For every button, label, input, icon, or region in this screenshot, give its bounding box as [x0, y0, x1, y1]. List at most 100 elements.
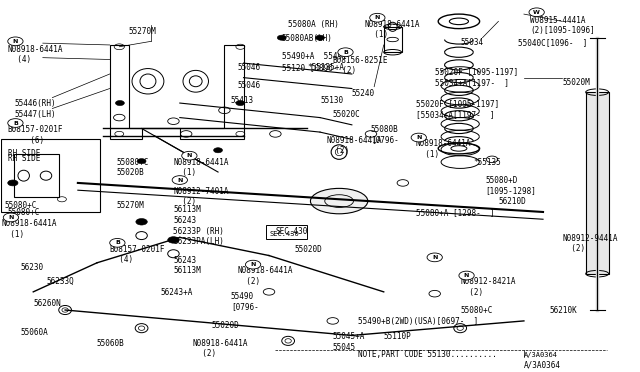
Text: 56260N: 56260N	[33, 299, 61, 308]
Text: B08156-8251E
  (2): B08156-8251E (2)	[333, 56, 388, 75]
Text: 56113M: 56113M	[173, 205, 201, 214]
Circle shape	[338, 48, 353, 57]
Text: 55020M: 55020M	[562, 78, 590, 87]
Circle shape	[246, 260, 260, 269]
Text: 56113M: 56113M	[173, 266, 201, 275]
Text: B08157-0201F: B08157-0201F	[8, 125, 63, 134]
Text: N: N	[374, 15, 380, 20]
Bar	[586, 92, 609, 274]
Text: N08912-9441A
  (2): N08912-9441A (2)	[562, 234, 618, 253]
Text: N: N	[187, 153, 192, 158]
Text: N08918-6441A
  (4): N08918-6441A (4)	[8, 45, 63, 64]
Text: (6): (6)	[20, 136, 44, 145]
Circle shape	[316, 35, 324, 40]
Circle shape	[182, 151, 197, 160]
Circle shape	[236, 100, 245, 106]
Circle shape	[277, 35, 286, 40]
Circle shape	[459, 271, 474, 280]
Text: 55130: 55130	[320, 96, 343, 105]
Text: 55045+A: 55045+A	[333, 332, 365, 341]
Text: N: N	[250, 262, 256, 267]
Text: W: W	[533, 10, 540, 15]
Circle shape	[8, 119, 23, 127]
Text: 55020F [1095-1197]: 55020F [1095-1197]	[435, 67, 518, 76]
Text: 55080+D
[1095-1298]: 55080+D [1095-1298]	[486, 176, 536, 195]
Text: 55270M: 55270M	[116, 201, 144, 210]
Text: 55034: 55034	[460, 38, 483, 47]
Text: 55020D: 55020D	[212, 321, 239, 330]
Text: N08918-6441A
  (2): N08918-6441A (2)	[193, 339, 248, 359]
Text: N08918-6441A
  (2): N08918-6441A (2)	[326, 136, 382, 155]
Text: 56233PA(LH): 56233PA(LH)	[173, 237, 224, 246]
Text: 55046: 55046	[237, 63, 260, 72]
Circle shape	[370, 13, 385, 22]
Circle shape	[8, 180, 18, 186]
Text: N08918-6441A
  (1): N08918-6441A (1)	[173, 157, 229, 177]
Text: A/3A0364: A/3A0364	[524, 352, 558, 358]
Text: 55034+A[1197-  ]: 55034+A[1197- ]	[435, 78, 509, 87]
Circle shape	[137, 158, 146, 164]
Text: N08918-6441A
  (2): N08918-6441A (2)	[237, 266, 292, 286]
Text: [55034+A[1197-  ]: [55034+A[1197- ]	[415, 110, 494, 119]
Circle shape	[411, 133, 426, 142]
Text: 55080+C: 55080+C	[4, 201, 37, 210]
Text: 55060A: 55060A	[20, 328, 48, 337]
Text: 55040C[1096-  ]: 55040C[1096- ]	[518, 38, 587, 47]
Text: N: N	[416, 135, 422, 140]
Text: 55110P: 55110P	[384, 332, 412, 341]
Text: 55080+C: 55080+C	[8, 208, 40, 217]
Text: RH SIDE: RH SIDE	[8, 149, 40, 158]
Circle shape	[136, 218, 147, 225]
Circle shape	[8, 37, 23, 46]
Text: 55045: 55045	[333, 343, 356, 352]
Bar	[1, 140, 100, 212]
Text: 55240: 55240	[352, 89, 375, 97]
Text: N: N	[13, 39, 18, 44]
Text: 55080+A [1298-  ]: 55080+A [1298- ]	[415, 208, 494, 217]
Text: A/3A0364: A/3A0364	[524, 361, 561, 370]
Text: 55490
[0796-: 55490 [0796-	[231, 292, 259, 311]
Circle shape	[427, 253, 442, 262]
Text: W08915-4441A
(2)[1095-1096]: W08915-4441A (2)[1095-1096]	[531, 16, 595, 35]
Text: 56210K: 56210K	[549, 307, 577, 315]
Text: 55270M: 55270M	[129, 27, 157, 36]
Text: 56243: 56243	[173, 216, 196, 225]
Text: 56233Q: 56233Q	[46, 278, 74, 286]
Text: 55080+C: 55080+C	[116, 157, 148, 167]
Text: N: N	[432, 255, 437, 260]
Ellipse shape	[310, 188, 368, 214]
Text: 56243: 56243	[173, 256, 196, 264]
Text: N08912-8421A
  (2): N08912-8421A (2)	[460, 278, 516, 297]
Text: 55060B: 55060B	[97, 339, 125, 348]
Circle shape	[214, 148, 223, 153]
Text: 55120 [0896-: 55120 [0896-	[282, 63, 337, 72]
Text: 55020F [1095-1197]: 55020F [1095-1197]	[415, 99, 499, 108]
Text: B: B	[115, 240, 120, 246]
Text: 55020D: 55020D	[294, 245, 323, 254]
Text: B08157-0201F
  (4): B08157-0201F (4)	[109, 245, 165, 264]
Text: 55446(RH): 55446(RH)	[14, 99, 56, 108]
Text: 55020B: 55020B	[116, 169, 144, 177]
Text: RH SIDE: RH SIDE	[8, 154, 40, 163]
Text: 55080A (RH): 55080A (RH)	[288, 20, 339, 29]
Bar	[384, 27, 401, 52]
Text: B: B	[343, 50, 348, 55]
Circle shape	[109, 238, 125, 247]
Text: 56230: 56230	[20, 263, 44, 272]
Text: N08918-6441A
  (1): N08918-6441A (1)	[1, 219, 57, 239]
Text: 55490+B(2WD)(USA)[0697-  ]: 55490+B(2WD)(USA)[0697- ]	[358, 317, 479, 326]
Text: 55447(LH): 55447(LH)	[14, 110, 56, 119]
Text: *55135+A: *55135+A	[307, 63, 344, 72]
Text: SEC.430: SEC.430	[275, 227, 308, 235]
Text: N: N	[177, 177, 182, 183]
Text: N08912-7401A
  (2): N08912-7401A (2)	[173, 187, 229, 206]
Text: *55135: *55135	[473, 157, 500, 167]
Text: 55413: 55413	[231, 96, 254, 105]
Circle shape	[168, 237, 179, 243]
Circle shape	[115, 100, 124, 106]
Text: 55490+A  55491: 55490+A 55491	[282, 52, 346, 61]
Text: N: N	[464, 273, 469, 278]
Circle shape	[172, 176, 188, 185]
Bar	[266, 225, 307, 239]
Text: NOTE,PART CODE 55130..........: NOTE,PART CODE 55130..........	[358, 350, 497, 359]
